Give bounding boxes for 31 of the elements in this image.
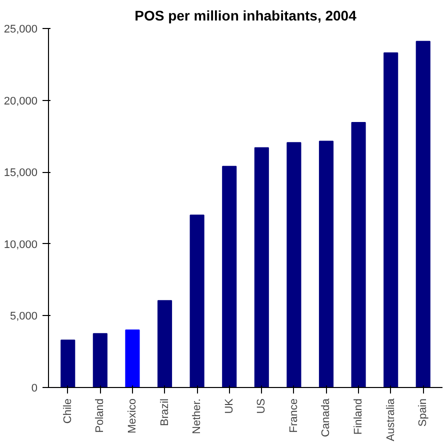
bar — [157, 300, 172, 388]
bar — [286, 142, 302, 388]
x-tick-label: Australia — [384, 398, 397, 442]
chart-title: POS per million inhabitants, 2004 — [134, 8, 357, 24]
bar — [318, 140, 334, 388]
bar — [222, 166, 237, 388]
x-tick-label: Mexico — [126, 398, 138, 434]
bar — [384, 52, 398, 388]
y-tick-label: 10,000 — [4, 238, 38, 251]
y-tick-label: 20,000 — [4, 95, 38, 108]
bar — [416, 40, 430, 388]
x-tick-label: France — [288, 398, 300, 433]
x-tick-label: Poland — [94, 398, 106, 433]
bar — [351, 122, 366, 388]
y-tick-label: 5,000 — [10, 310, 38, 323]
x-tick-label: Finland — [352, 398, 365, 435]
x-tick-label: Spain — [417, 398, 430, 427]
x-tick-label: Nether. — [191, 398, 204, 434]
x-tick-label: UK — [223, 398, 236, 414]
bar — [190, 214, 204, 388]
x-tick-label: US — [256, 398, 268, 414]
bar — [92, 333, 108, 388]
x-tick-label: Brazil — [158, 398, 171, 426]
bar — [60, 340, 76, 388]
x-tick-label: Chile — [62, 398, 74, 424]
bar — [125, 330, 140, 388]
y-tick-label: 15,000 — [4, 167, 38, 180]
x-tick-label: Canada — [320, 398, 332, 438]
bar — [254, 147, 269, 388]
y-tick-label: 25,000 — [4, 24, 38, 36]
y-tick-label: 0 — [31, 382, 38, 394]
